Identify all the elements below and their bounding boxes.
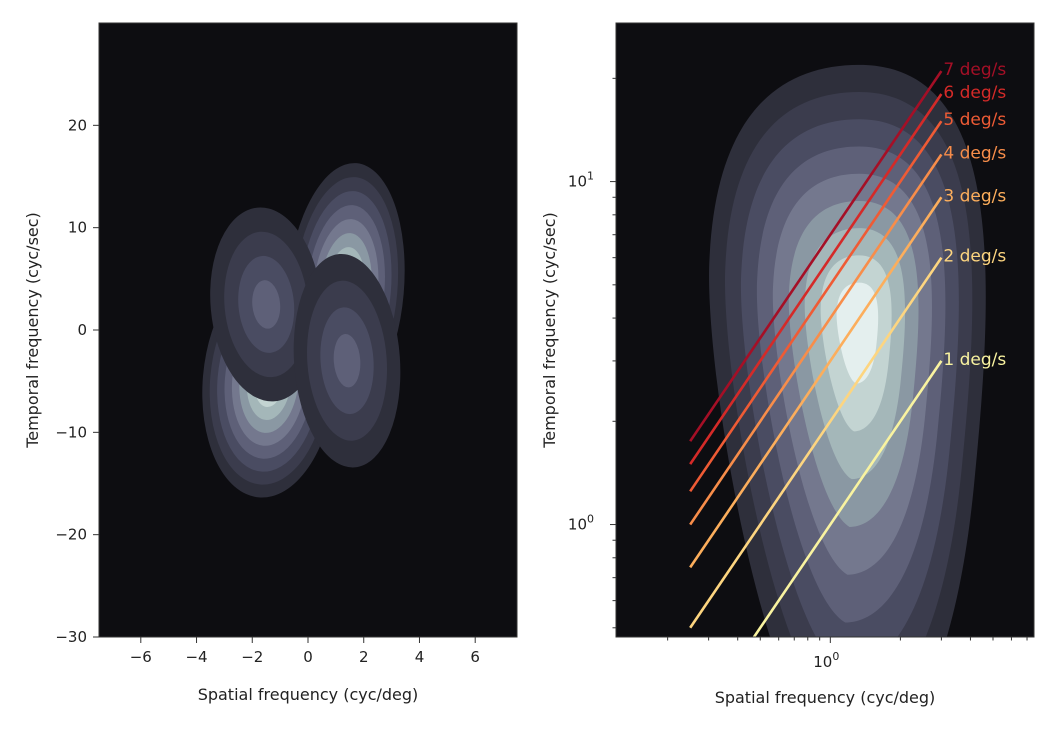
speed-line-label-7: 7 deg/s	[943, 60, 1006, 80]
left-y-axis-label: Temporal frequency (cyc/sec)	[23, 212, 42, 449]
speed-line-3	[689, 196, 943, 569]
speed-lines	[689, 70, 943, 637]
speed-line-5	[689, 120, 943, 493]
left-contour-layer	[202, 163, 405, 498]
left-x-ticks: −6 −4 −2 0 2 4 6	[130, 637, 480, 666]
left-y-tick-label: 0	[77, 321, 87, 339]
speed-line-label-5: 5 deg/s	[943, 110, 1006, 130]
left-x-axis-label: Spatial frequency (cyc/deg)	[198, 685, 419, 704]
speed-line-1	[752, 360, 943, 637]
speed-line-2	[689, 256, 943, 629]
left-x-tick-label: −2	[241, 648, 263, 666]
left-y-tick-label: 10	[68, 219, 87, 237]
contour-level-bottom-right	[333, 334, 361, 388]
speed-line-label-4: 4 deg/s	[943, 143, 1006, 163]
left-y-tick-label: −20	[55, 526, 87, 544]
left-x-tick-label: 2	[359, 648, 369, 666]
right-axes-frame	[615, 22, 1035, 638]
speed-line-label-6: 6 deg/s	[943, 83, 1006, 103]
speed-line-7	[689, 70, 943, 442]
right-y-ticks: 100 101	[568, 77, 616, 629]
right-y-tick-label: 101	[568, 170, 594, 191]
speed-line-label-1: 1 deg/s	[943, 350, 1006, 370]
speed-line-label-3: 3 deg/s	[943, 186, 1006, 206]
left-x-tick-label: 6	[470, 648, 480, 666]
left-x-tick-label: −6	[130, 648, 152, 666]
left-y-ticks: −30 −20 −10 0 10 20	[55, 116, 99, 646]
contour-level-top-left	[252, 280, 281, 329]
right-x-axis-label: Spatial frequency (cyc/deg)	[715, 688, 936, 707]
right-x-tick-label: 100	[813, 650, 839, 671]
left-y-tick-label: −10	[55, 423, 87, 441]
right-x-ticks: 100	[667, 637, 1028, 671]
speed-line-4	[689, 153, 943, 526]
left-x-tick-label: 4	[415, 648, 425, 666]
speed-line-6	[689, 93, 943, 465]
speed-line-label-2: 2 deg/s	[943, 247, 1006, 267]
left-y-tick-label: −30	[55, 628, 87, 646]
left-y-tick-label: 20	[68, 116, 87, 134]
right-contour-layer	[709, 64, 986, 637]
right-y-tick-label: 100	[568, 513, 594, 534]
right-y-axis-label: Temporal frequency (cyc/sec)	[540, 212, 559, 449]
right-panel: 1 deg/s 2 deg/s 3 deg/s 4 deg/s 5 deg/s 6 deg…	[540, 22, 1035, 707]
left-x-tick-label: −4	[185, 648, 207, 666]
left-x-tick-label: 0	[303, 648, 313, 666]
speed-line-labels: 1 deg/s 2 deg/s 3 deg/s 4 deg/s 5 deg/s 6 deg…	[943, 60, 1006, 370]
